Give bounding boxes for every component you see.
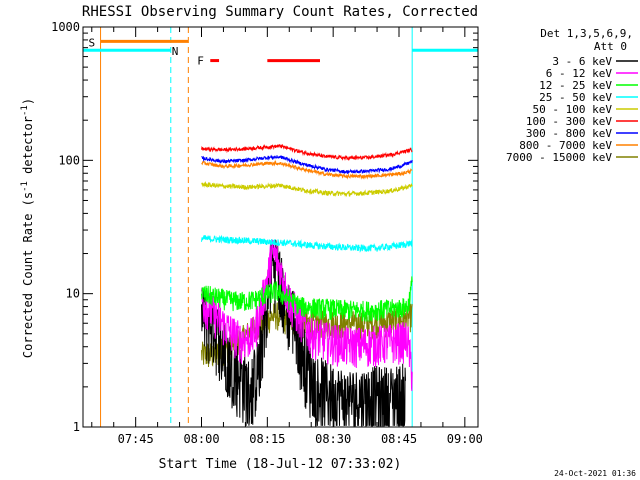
- legend-label: 50 - 100 keV: [533, 103, 613, 116]
- y-axis: 1 10 100 1000: [51, 20, 478, 434]
- saa-label: S: [89, 36, 96, 49]
- series-line: [201, 276, 413, 322]
- x-axis-label: Start Time (18-Jul-12 07:33:02): [159, 457, 402, 472]
- legend-label: 800 - 7000 keV: [519, 139, 612, 152]
- y-axis-label: Corrected Count Rate (s-1 detector-1): [20, 98, 35, 358]
- night-label: N: [172, 45, 179, 58]
- series-line: [201, 180, 413, 198]
- series-line: [201, 154, 413, 175]
- series-line: [201, 234, 413, 253]
- y-tick-label: 10: [66, 287, 80, 301]
- y-axis-label-part3: ): [21, 98, 35, 105]
- flare-label: F: [197, 55, 204, 68]
- generation-timestamp: 24-Oct-2021 01:36: [554, 469, 636, 478]
- series-line: [201, 143, 413, 161]
- legend-header-attenuator: Att 0: [594, 40, 627, 53]
- y-axis-label-sup1: -1: [20, 181, 30, 192]
- chart-title: RHESSI Observing Summary Count Rates, Co…: [82, 4, 478, 20]
- y-axis-label-part1: Corrected Count Rate (s: [21, 192, 35, 358]
- x-tick-label: 08:30: [315, 432, 351, 446]
- x-tick-label: 09:00: [447, 432, 483, 446]
- legend-label: 7000 - 15000 keV: [506, 151, 612, 164]
- legend-label: 100 - 300 keV: [526, 115, 612, 128]
- series-line: [201, 239, 413, 391]
- x-tick-label: 08:45: [381, 432, 417, 446]
- plot-frame: [82, 26, 479, 428]
- y-tick-label: 1: [73, 420, 80, 434]
- series-line: [201, 239, 406, 428]
- series-line: [201, 159, 413, 180]
- legend-label: 3 - 6 keV: [552, 55, 612, 68]
- y-axis-label-part2: detector: [21, 116, 35, 181]
- legend-label: 12 - 25 keV: [539, 79, 612, 92]
- x-axis: 07:45 08:00 08:15 08:30 08:45 09:00: [91, 27, 483, 446]
- legend-header-detectors: Det 1,3,5,6,9,: [540, 27, 633, 40]
- plot-area: S N F: [83, 27, 479, 428]
- y-axis-label-sup2: -1: [20, 105, 30, 116]
- x-tick-label: 08:00: [183, 432, 219, 446]
- x-tick-label: 07:45: [118, 432, 154, 446]
- x-tick-label: 08:15: [249, 432, 285, 446]
- legend-label: 300 - 800 keV: [526, 127, 612, 140]
- legend-label: 25 - 50 keV: [539, 91, 612, 104]
- y-tick-label: 100: [58, 153, 80, 167]
- legend-label: 6 - 12 keV: [546, 67, 613, 80]
- y-tick-label: 1000: [51, 20, 80, 34]
